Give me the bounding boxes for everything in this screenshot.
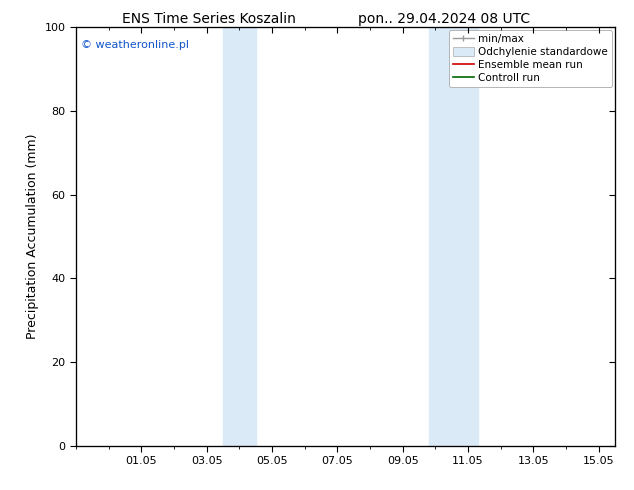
Y-axis label: Precipitation Accumulation (mm): Precipitation Accumulation (mm) [26, 134, 39, 339]
Bar [429, 27, 478, 446]
Legend: min/max, Odchylenie standardowe, Ensemble mean run, Controll run: min/max, Odchylenie standardowe, Ensembl… [449, 30, 612, 87]
Text: © weatheronline.pl: © weatheronline.pl [81, 40, 190, 49]
Text: pon.. 29.04.2024 08 UTC: pon.. 29.04.2024 08 UTC [358, 12, 530, 26]
Bar [223, 27, 256, 446]
Text: ENS Time Series Koszalin: ENS Time Series Koszalin [122, 12, 296, 26]
